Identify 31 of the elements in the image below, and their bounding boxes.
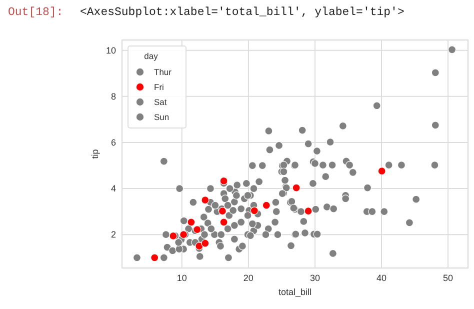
point <box>378 167 386 176</box>
point <box>187 218 196 226</box>
y-tick-label: 2 <box>110 230 116 240</box>
x-tick-label: 30 <box>310 273 320 283</box>
text: Out[18]: <box>8 6 64 19</box>
point <box>150 254 159 262</box>
point <box>220 176 228 185</box>
y-tick-label: 8 <box>110 91 116 102</box>
point <box>201 239 210 248</box>
x-tick-label: 40 <box>376 273 387 283</box>
legend-label: Thur <box>154 67 172 77</box>
point <box>292 184 300 192</box>
point <box>262 201 270 210</box>
y-tick-label: 4 <box>110 184 116 194</box>
x-tick-label: 50 <box>443 273 454 283</box>
legend-label: Sun <box>154 112 170 122</box>
y-axis-title: tip <box>90 149 100 159</box>
legend-title: day <box>144 51 159 61</box>
x-tick-label: 10 <box>176 273 187 283</box>
point <box>304 207 312 216</box>
y-tick-label: 10 <box>106 45 116 56</box>
legend-label: Sat <box>154 97 168 107</box>
x-tick-label: 20 <box>243 273 254 283</box>
point <box>220 218 228 226</box>
legend-label: Fri <box>154 82 164 92</box>
y-tick-label: 6 <box>110 137 116 148</box>
point <box>250 206 258 215</box>
chart-title: <AxesSubplot:xlabel='total_bill', ylabel='tip'> <box>80 6 404 19</box>
point <box>201 196 210 204</box>
point <box>218 207 227 216</box>
x-axis-title: total_bill <box>278 287 312 297</box>
